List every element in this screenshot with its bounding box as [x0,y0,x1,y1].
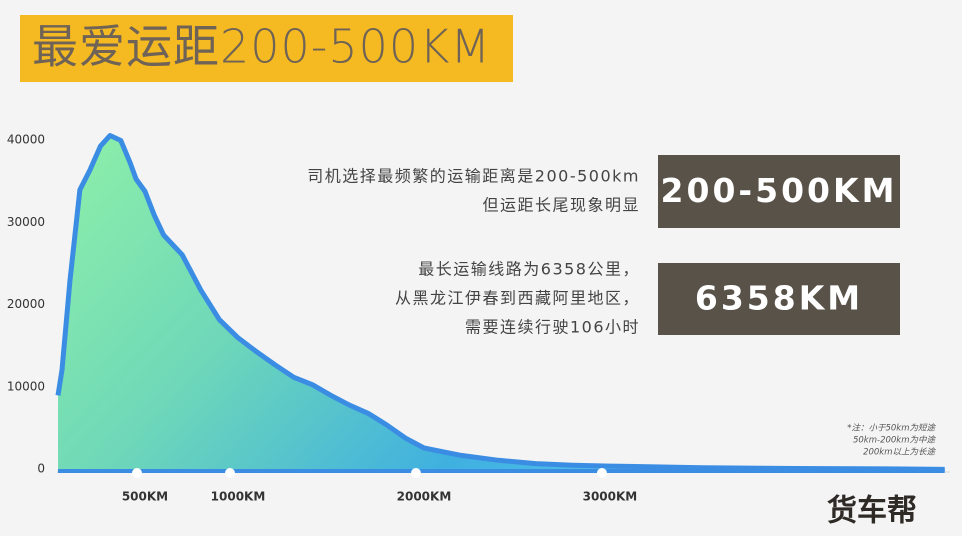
annotation-line: 需要连续行驶106小时 [465,318,640,337]
highlight-box [658,263,900,335]
x-tick [131,468,142,478]
x-tick-label: 1000KM [211,490,266,504]
y-tick-label: 40000 [7,133,45,147]
line [55,133,945,472]
annotation-line: 但运距长尾现象明显 [482,196,640,215]
note: 50km-200km为中途 [853,435,937,446]
x-tick [224,468,235,478]
x-tick [596,468,607,478]
area [58,135,945,471]
y-tick-label: 0 [37,462,45,476]
highlight-text: 6358KM [695,279,863,318]
highlight-box [658,155,900,228]
note: *注：小于50km为短途 [847,423,936,434]
title-banner [20,15,513,82]
highlight-text: 200-500KM [661,171,898,210]
annotation-line: 司机选择最频繁的运输距离是200-500km [307,167,640,186]
x-tick-label: 2000KM [397,490,452,504]
y-tick-label: 10000 [7,379,45,393]
logo: 货车帮 [827,494,917,529]
y-tick-label: 20000 [7,297,45,311]
x-tick [410,468,421,478]
annotation-line: 从黑龙江伊春到西藏阿里地区， [395,289,640,308]
chart-title: 最爱运距200-500KM [32,20,491,74]
x-tick-label: 3000KM [583,490,638,504]
annotation-line: 最长运输线路为6358公里， [418,260,640,279]
x-tick-label: 500KM [122,490,168,504]
y-tick-label: 30000 [7,215,45,229]
note: 200km以上为长途 [863,447,936,458]
